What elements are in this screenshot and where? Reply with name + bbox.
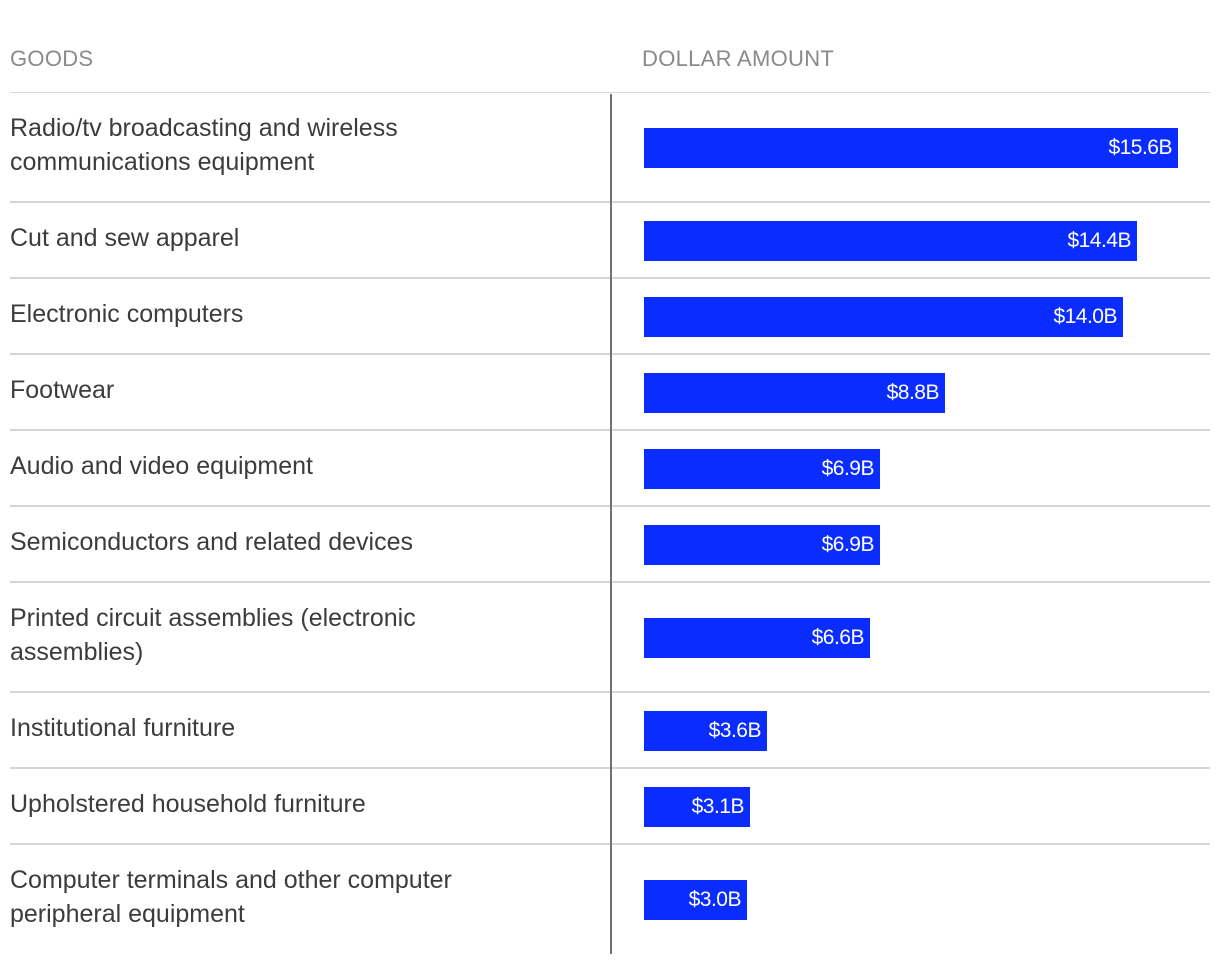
chart-row: Cut and sew apparel $14.4B [0,203,1220,279]
value-label: $6.9B [821,533,875,556]
category-label: Institutional furniture [10,714,236,742]
category-label: Cut and sew apparel [10,224,240,252]
value-label: $6.9B [821,457,875,480]
category-label: Semiconductors and related devices [10,528,414,556]
chart-row: Computer terminals and other computer pe… [0,845,1220,955]
category-label: Upholstered household furniture [10,790,366,818]
value-label: $3.1B [691,795,745,818]
value-bar: $6.9B [644,525,880,565]
goods-column-header: GOODS [10,46,94,71]
category-label: Radio/tv broadcasting and wireless commu… [10,114,398,176]
value-label: $15.6B [1108,136,1172,159]
value-bar: $15.6B [644,128,1178,168]
value-bar: $3.0B [644,880,747,920]
category-label: Footwear [10,376,115,404]
value-bar: $6.6B [644,618,870,658]
category-label: Computer terminals and other computer pe… [10,866,452,928]
value-label: $6.6B [811,626,865,649]
value-label: $14.0B [1053,305,1117,328]
category-label: Electronic computers [10,300,244,328]
value-bar: $3.6B [644,711,767,751]
value-bar: $14.0B [644,297,1123,337]
value-label: $3.0B [688,888,742,911]
value-bar: $14.4B [644,221,1137,261]
chart-axis-line [610,94,612,954]
chart-row: Printed circuit assemblies (electronic a… [0,583,1220,693]
category-label: Printed circuit assemblies (electronic a… [10,604,416,666]
value-bar: $6.9B [644,449,880,489]
category-label: Audio and video equipment [10,452,314,480]
chart-row: Footwear $8.8B [0,355,1220,431]
header-divider [10,92,1210,93]
dollar-amount-column-header: DOLLAR AMOUNT [642,46,835,71]
value-label: $3.6B [708,719,762,742]
value-bar: $3.1B [644,787,750,827]
value-bar: $8.8B [644,373,945,413]
value-label: $14.4B [1067,229,1131,252]
value-label: $8.8B [886,381,940,404]
